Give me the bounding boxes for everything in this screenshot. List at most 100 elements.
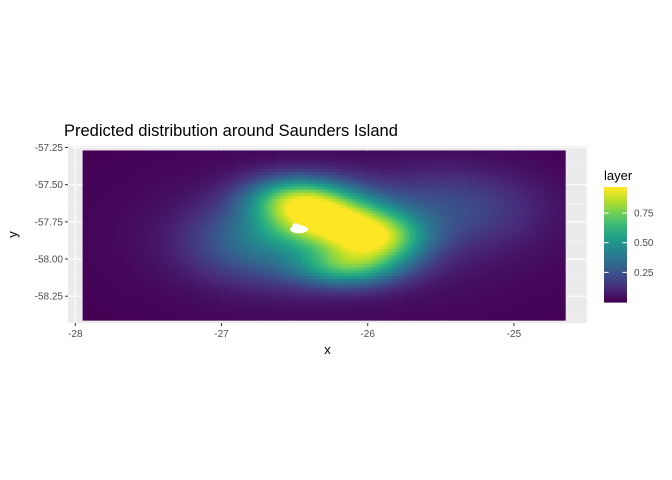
raster-cell: [345, 254, 350, 259]
raster-cell: [193, 251, 198, 256]
raster-cell: [512, 305, 516, 309]
raster-cell: [144, 275, 148, 279]
raster-cell: [141, 302, 145, 306]
raster-cell: [307, 305, 312, 309]
raster-cell: [453, 290, 458, 294]
raster-cell: [401, 263, 405, 268]
raster-cell: [538, 287, 543, 291]
raster-cell: [202, 272, 207, 277]
raster-cell: [474, 248, 478, 253]
raster-cell: [275, 284, 280, 288]
raster-cell: [176, 299, 180, 303]
raster-cell: [155, 275, 160, 279]
raster-cell: [556, 284, 560, 288]
raster-cell: [234, 230, 239, 235]
raster-cell: [94, 308, 98, 312]
raster-cell: [459, 245, 464, 250]
raster-cell: [459, 287, 464, 291]
raster-cell: [120, 305, 125, 309]
raster-cell: [237, 272, 242, 277]
raster-cell: [357, 299, 361, 303]
raster-cell: [237, 284, 242, 288]
raster-cell: [471, 260, 476, 265]
raster-cell: [114, 254, 119, 259]
raster-cell: [263, 278, 268, 282]
raster-cell: [413, 275, 417, 279]
raster-cell: [296, 293, 300, 297]
raster-cell: [442, 242, 446, 247]
raster-cell: [141, 272, 145, 277]
raster-cell: [164, 233, 169, 238]
raster-cell: [538, 305, 543, 309]
raster-cell: [509, 275, 514, 279]
raster-cell: [205, 305, 209, 309]
raster-cell: [430, 290, 435, 294]
raster-cell: [506, 230, 511, 235]
raster-cell: [486, 311, 490, 315]
raster-cell: [462, 305, 467, 309]
raster-cell: [222, 242, 227, 247]
raster-cell: [91, 287, 95, 291]
raster-cell: [234, 302, 239, 306]
raster-cell: [123, 227, 128, 232]
raster-cell: [383, 275, 388, 279]
raster-cell: [117, 305, 122, 309]
raster-cell: [483, 254, 487, 259]
raster-cell: [164, 317, 169, 321]
raster-cell: [149, 248, 154, 253]
raster-cell: [322, 314, 326, 318]
raster-cell: [196, 278, 201, 282]
raster-cell: [100, 233, 104, 238]
raster-cell: [126, 293, 131, 297]
raster-cell: [500, 266, 505, 271]
raster-cell: [529, 293, 534, 297]
raster-cell: [220, 287, 224, 291]
raster-cell: [410, 242, 414, 247]
raster-cell: [392, 242, 397, 247]
raster-cell: [88, 227, 92, 232]
raster-cell: [506, 239, 511, 244]
raster-cell: [404, 236, 408, 241]
raster-cell: [345, 233, 350, 238]
raster-cell: [491, 260, 496, 265]
raster-cell: [541, 317, 546, 321]
raster-cell: [459, 275, 464, 279]
raster-cell: [161, 239, 166, 244]
raster-cell: [217, 245, 221, 250]
raster-cell: [240, 296, 245, 300]
raster-cell: [208, 302, 212, 306]
raster-cell: [272, 272, 277, 277]
raster-cell: [404, 308, 408, 312]
raster-cell: [199, 305, 204, 309]
raster-cell: [439, 272, 443, 277]
raster-cell: [94, 266, 98, 271]
raster-cell: [453, 272, 458, 277]
raster-cell: [135, 314, 139, 318]
raster-cell: [462, 299, 467, 303]
raster-cell: [550, 269, 554, 274]
raster-cell: [401, 257, 405, 262]
raster-cell: [152, 308, 157, 312]
raster-cell: [85, 236, 90, 241]
raster-cell: [258, 233, 262, 238]
raster-cell: [544, 305, 549, 309]
raster-cell: [407, 314, 411, 318]
raster-cell: [372, 275, 376, 279]
raster-cell: [193, 242, 198, 247]
raster-cell: [287, 314, 291, 318]
raster-cell: [88, 230, 92, 235]
raster-cell: [503, 242, 508, 247]
raster-cell: [348, 236, 353, 241]
raster-cell: [298, 254, 303, 259]
raster-cell: [222, 287, 227, 291]
raster-cell: [179, 236, 183, 241]
raster-cell: [410, 233, 414, 238]
raster-cell: [108, 278, 113, 282]
raster-cell: [246, 281, 250, 285]
raster-cell: [500, 230, 505, 235]
raster-cell: [477, 269, 481, 274]
raster-cell: [106, 311, 110, 315]
raster-cell: [325, 251, 329, 256]
raster-cell: [351, 293, 356, 297]
raster-cell: [410, 239, 414, 244]
